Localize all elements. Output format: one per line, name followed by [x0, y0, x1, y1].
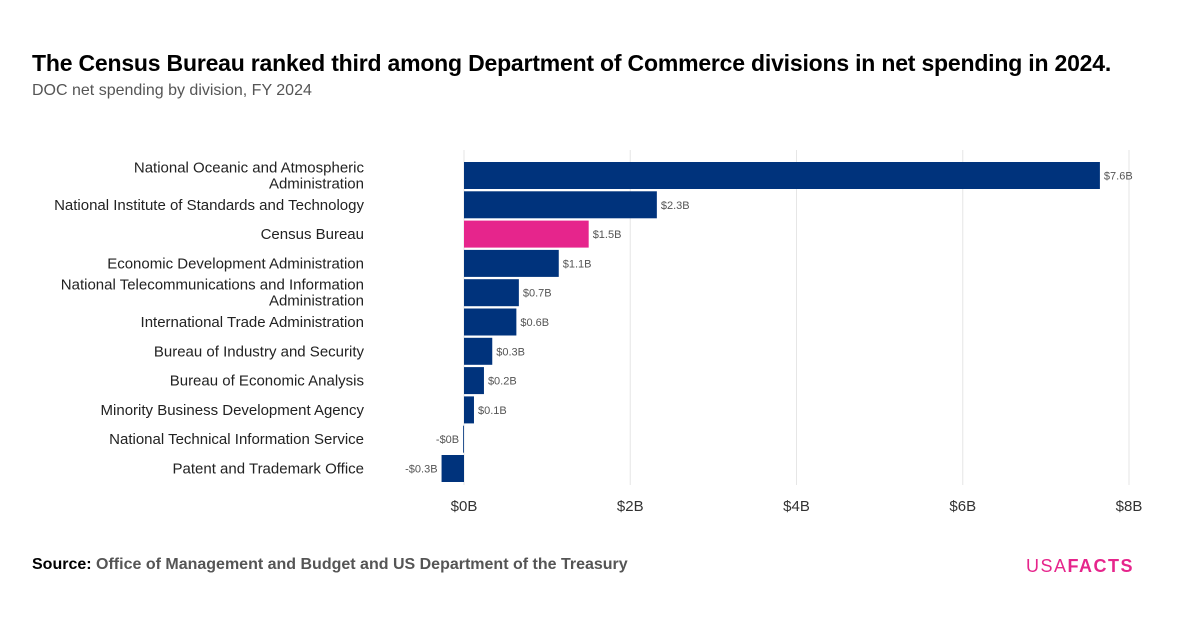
logo-usa: USA [1026, 556, 1068, 576]
value-label: $2.3B [661, 200, 690, 212]
bar [463, 425, 464, 453]
bar [441, 455, 464, 482]
category-label: Economic Development Administration [107, 255, 364, 272]
x-tick-label: $4B [783, 498, 810, 515]
value-label: $0.2B [488, 376, 517, 388]
bar [464, 279, 519, 307]
x-tick-label: $6B [949, 498, 976, 515]
value-label: $0.7B [523, 288, 552, 300]
value-label: $1.1B [563, 258, 592, 270]
x-tick-label: $0B [451, 498, 478, 515]
value-label: $1.5B [593, 229, 622, 241]
bar [464, 337, 493, 365]
category-label: National Oceanic and Atmospheric Administ… [134, 160, 365, 193]
x-tick-label: $2B [617, 498, 644, 515]
chart-subtitle: DOC net spending by division, FY 2024 [32, 82, 312, 99]
chart-title: The Census Bureau ranked third among Dep… [32, 50, 1112, 76]
logo-facts: FACTS [1067, 556, 1135, 576]
value-labels: $7.6B $2.3B $1.5B $1.1B $0.7B $0.6B $0.3B $0.2B… [405, 171, 1133, 476]
bar [464, 191, 657, 219]
source-label: Source: [32, 556, 92, 573]
category-label: Bureau of Economic Analysis [170, 373, 364, 390]
value-label: $7.6B [1104, 171, 1133, 183]
category-label: Bureau of Industry and Security [154, 343, 365, 360]
value-label: -$0B [436, 434, 459, 446]
category-label: National Telecommunications and Informat… [61, 277, 364, 310]
value-label: $0.3B [496, 346, 525, 358]
source-text: Office of Management and Budget and US D… [96, 556, 628, 573]
usafacts-logo: USAFACTS [1026, 556, 1134, 577]
category-label: Patent and Trademark Office [173, 461, 365, 478]
x-axis-ticks: $0B $2B $4B $6B $8B [451, 498, 1143, 515]
bar [464, 249, 559, 277]
source-note: Source: Office of Management and Budget … [32, 556, 628, 574]
category-label: National Institute of Standards and Tech… [54, 197, 364, 214]
bar-chart: National Oceanic and Atmospheric Administ… [54, 150, 1143, 515]
value-label: -$0.3B [405, 464, 437, 476]
bar [464, 367, 484, 395]
value-label: $0.1B [478, 405, 507, 417]
bar [464, 162, 1100, 189]
bar [464, 220, 589, 248]
value-label: $0.6B [520, 317, 549, 329]
bars [441, 162, 1100, 482]
bar [464, 396, 474, 424]
category-labels: National Oceanic and Atmospheric Administ… [54, 160, 364, 478]
x-tick-label: $8B [1116, 498, 1143, 515]
category-label: Census Bureau [261, 226, 364, 243]
category-label: Minority Business Development Agency [101, 402, 365, 419]
category-label: International Trade Administration [141, 314, 364, 331]
category-label: National Technical Information Service [109, 431, 364, 448]
bar [464, 308, 517, 336]
